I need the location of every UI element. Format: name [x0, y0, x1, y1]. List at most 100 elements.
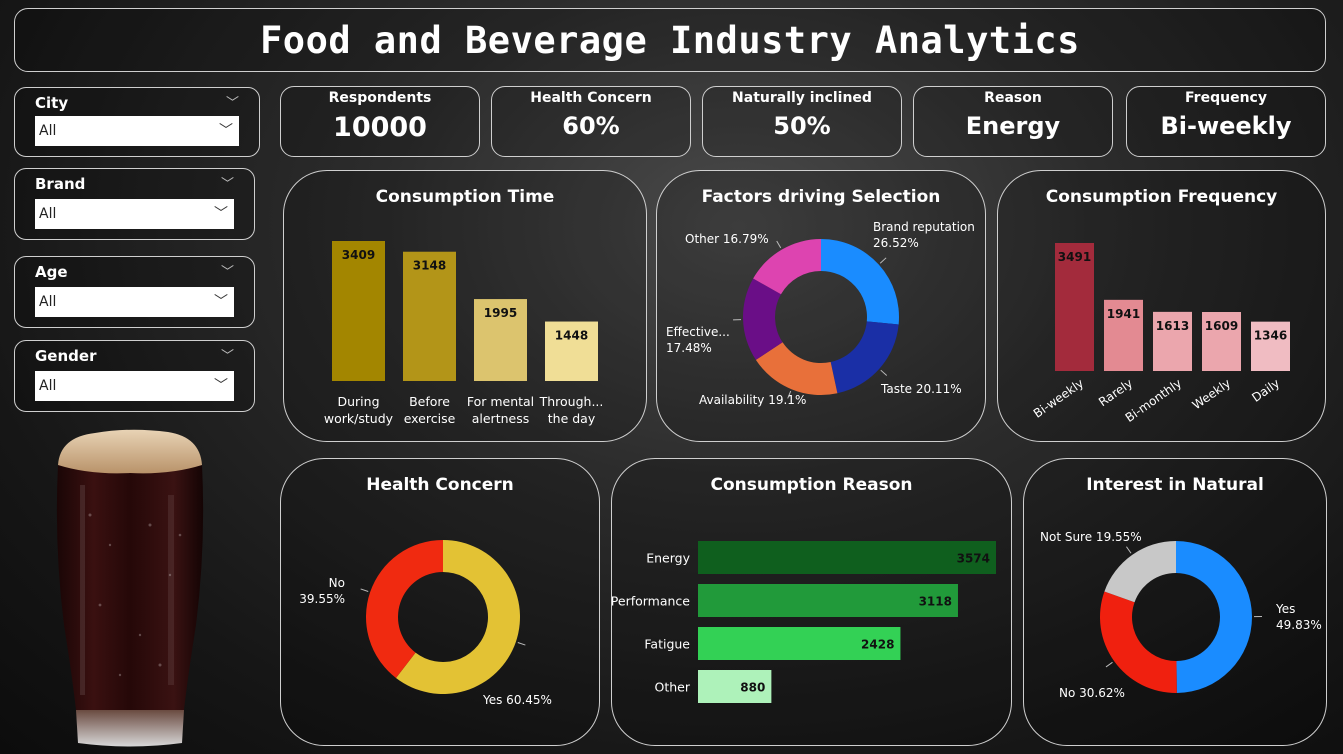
- leader-line: [360, 588, 369, 593]
- kpi-naturally-inclined-label: Naturally inclined: [732, 90, 872, 106]
- city-slicer[interactable]: City ﹀ All ﹀: [14, 87, 260, 157]
- age-value: All: [39, 294, 57, 310]
- tick-label: work/study: [324, 411, 394, 426]
- tick-label: Rarely: [1096, 376, 1135, 409]
- kpi-respondents-label: Respondents: [328, 90, 432, 106]
- gender-slicer-label: Gender: [35, 347, 97, 365]
- kpi-naturally-inclined: Naturally inclined 50%: [702, 86, 902, 157]
- leader-line: [1126, 546, 1132, 554]
- consumption-time-title: Consumption Time: [375, 187, 555, 207]
- tick-label: Performance: [612, 594, 690, 609]
- slice-value-label: 26.52%: [873, 236, 919, 250]
- data-label: 3148: [413, 259, 446, 273]
- age-dropdown[interactable]: All ﹀: [35, 287, 234, 317]
- leader-line: [880, 369, 888, 376]
- bar-weekly: [1202, 312, 1241, 371]
- tick-label: the day: [548, 411, 596, 426]
- slice-label: Taste 20.11%: [880, 382, 962, 396]
- tick-label: During: [337, 394, 379, 409]
- tick-label: exercise: [404, 411, 456, 426]
- tick-label: Daily: [1249, 376, 1282, 405]
- slice-label: No 30.62%: [1059, 686, 1125, 700]
- tick-label: Before: [409, 394, 450, 409]
- tick-label: Weekly: [1190, 376, 1234, 412]
- slice-no: [1100, 591, 1177, 693]
- interest-natural-title: Interest in Natural: [1086, 475, 1264, 495]
- city-slicer-label: City: [35, 94, 69, 112]
- tick-label: Bi-weekly: [1031, 376, 1086, 421]
- brand-slicer[interactable]: Brand ﹀ All ﹀: [14, 168, 255, 240]
- gender-value: All: [39, 378, 57, 394]
- chevron-down-icon[interactable]: ﹀: [214, 206, 228, 222]
- chevron-down-icon[interactable]: ﹀: [214, 294, 228, 310]
- bar-rarely: [1104, 299, 1143, 371]
- data-label: 1346: [1254, 329, 1287, 343]
- kpi-reason-value: Energy: [965, 112, 1061, 140]
- chevron-down-icon[interactable]: ﹀: [214, 378, 228, 394]
- bar-fatigue: [698, 627, 901, 660]
- bar-other: [698, 670, 772, 703]
- consumption-reason-chart: 3574 Energy 3118 Performance 2428 Fatigue 880 O…: [612, 541, 996, 703]
- interest-natural-card: Interest in Natural Yes 49.83% No 30.62% No…: [1023, 458, 1327, 746]
- chevron-down-icon[interactable]: ﹀: [220, 177, 234, 192]
- gender-dropdown[interactable]: All ﹀: [35, 371, 234, 401]
- slice-label: Availability 19.1%: [699, 393, 806, 407]
- city-dropdown[interactable]: All ﹀: [35, 116, 239, 146]
- slice-yes: [1176, 541, 1252, 693]
- bar-during-work-study: [332, 241, 385, 381]
- leader-line: [879, 257, 887, 264]
- kpi-health-concern-label: Health Concern: [530, 90, 652, 106]
- slice-label: Yes 60.45%: [482, 693, 552, 707]
- kpi-health-concern: Health Concern 60%: [491, 86, 691, 157]
- factors-selection-card: Factors driving Selection Brand reputati…: [656, 170, 986, 442]
- kpi-reason: Reason Energy: [913, 86, 1113, 157]
- slice-effective: [743, 278, 783, 360]
- slice-value-label: 39.55%: [299, 592, 345, 606]
- bar-for-mental-alertness: [474, 299, 527, 381]
- slice-label: Effective...: [666, 325, 730, 339]
- data-label: 1613: [1156, 319, 1189, 333]
- tick-label: For mental: [467, 394, 534, 409]
- consumption-frequency-card: Consumption Frequency 3491 Bi-weekly 1941 R…: [997, 170, 1326, 442]
- slice-availability: [755, 342, 838, 395]
- interest-natural-chart: Yes 49.83% No 30.62% Not Sure 19.55%: [1040, 530, 1322, 700]
- age-slicer[interactable]: Age ﹀ All ﹀: [14, 256, 255, 328]
- slice-no: [366, 540, 443, 678]
- brand-dropdown[interactable]: All ﹀: [35, 199, 234, 229]
- consumption-reason-title: Consumption Reason: [710, 475, 913, 495]
- data-label: 2428: [861, 638, 894, 652]
- bar-bi-weekly: [1055, 243, 1094, 371]
- slice-taste: [830, 321, 899, 394]
- page-title: Food and Beverage Industry Analytics: [260, 19, 1080, 62]
- leader-line: [517, 641, 526, 646]
- brand-value: All: [39, 206, 57, 222]
- consumption-time-card: Consumption Time 3409 During work/study 314…: [283, 170, 647, 442]
- chevron-down-icon[interactable]: ﹀: [219, 123, 233, 139]
- bar-energy: [698, 541, 996, 574]
- data-label: 3118: [919, 595, 952, 609]
- tick-label: Through...: [539, 394, 604, 409]
- tick-label: alertness: [472, 411, 530, 426]
- bar-before-exercise: [403, 251, 456, 381]
- slice-label: Other 16.79%: [685, 232, 769, 246]
- slice-label: Not Sure 19.55%: [1040, 530, 1142, 544]
- chevron-down-icon[interactable]: ﹀: [225, 96, 239, 111]
- leader-line: [1105, 661, 1113, 668]
- kpi-reason-label: Reason: [984, 90, 1042, 106]
- slice-yes: [395, 540, 520, 694]
- data-label: 1448: [555, 329, 588, 343]
- data-label: 880: [740, 681, 765, 695]
- tick-label: Fatigue: [644, 637, 690, 652]
- kpi-respondents-value: 10000: [333, 112, 427, 143]
- chevron-down-icon[interactable]: ﹀: [220, 265, 234, 280]
- slice-label: Yes: [1275, 602, 1295, 616]
- data-label: 3491: [1058, 250, 1091, 264]
- gender-slicer[interactable]: Gender ﹀ All ﹀: [14, 340, 255, 412]
- data-label: 3409: [342, 248, 375, 262]
- leader-line: [776, 240, 782, 249]
- kpi-frequency-value: Bi-weekly: [1160, 112, 1292, 140]
- chevron-down-icon[interactable]: ﹀: [220, 349, 234, 364]
- slice-label: No: [329, 576, 345, 590]
- slice-value-label: 49.83%: [1276, 618, 1322, 632]
- bar-bi-monthly: [1153, 311, 1192, 371]
